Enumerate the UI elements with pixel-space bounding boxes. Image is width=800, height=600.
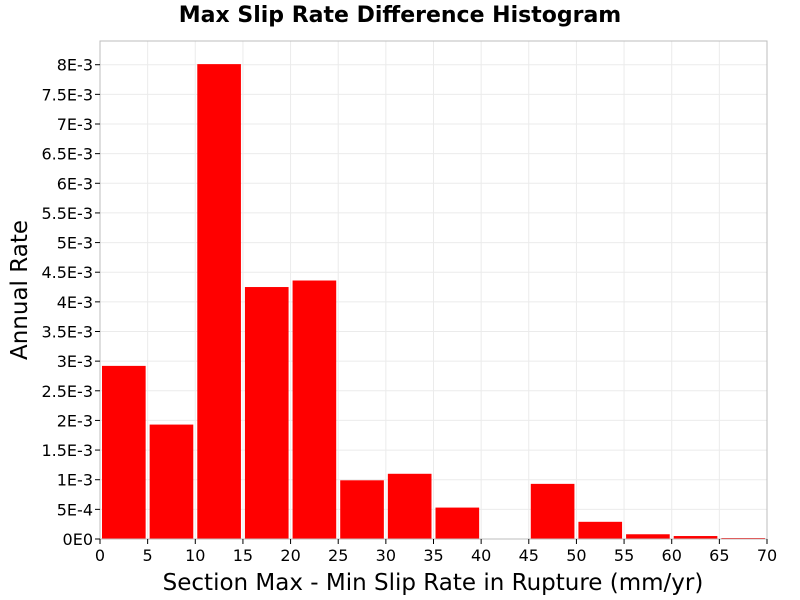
y-tick-label: 7.5E-3 [41, 85, 93, 104]
x-tick-label: 25 [328, 546, 348, 565]
bars [102, 64, 765, 539]
bar-30-35 [387, 473, 432, 539]
y-tick-label: 1.5E-3 [41, 441, 93, 460]
bar-25-30 [340, 480, 384, 539]
x-tick-label: 70 [757, 546, 777, 565]
bar-60-65 [673, 536, 718, 539]
x-axis-ticks: 0 5 10 15 20 25 30 35 40 45 50 55 60 65 70 [95, 539, 777, 565]
y-tick-label: 8E-3 [57, 56, 93, 75]
chart-title: Max Slip Rate Difference Histogram [179, 3, 621, 28]
bar-50-55 [578, 521, 623, 539]
y-tick-label: 0E0 [63, 530, 93, 549]
bar-10-15 [197, 64, 241, 539]
x-tick-label: 40 [471, 546, 491, 565]
x-tick-label: 0 [95, 546, 105, 565]
x-tick-label: 20 [280, 546, 300, 565]
y-axis-label: Annual Rate [7, 220, 33, 360]
y-tick-label: 2.5E-3 [41, 382, 93, 401]
y-tick-label: 1E-3 [57, 471, 93, 490]
x-tick-label: 65 [709, 546, 729, 565]
bar-35-40 [435, 507, 480, 539]
y-tick-label: 5E-4 [57, 500, 93, 519]
x-tick-label: 30 [376, 546, 396, 565]
bar-5-10 [149, 424, 194, 539]
y-tick-label: 5.5E-3 [41, 204, 93, 223]
y-tick-label: 3E-3 [57, 352, 93, 371]
y-tick-label: 5E-3 [57, 234, 93, 253]
bar-45-50 [530, 483, 575, 539]
bar-15-20 [244, 287, 289, 539]
grid-lines [99, 41, 768, 540]
x-tick-label: 50 [566, 546, 586, 565]
y-tick-label: 3.5E-3 [41, 323, 93, 342]
y-tick-label: 6E-3 [57, 174, 93, 193]
x-tick-label: 35 [423, 546, 443, 565]
x-tick-label: 15 [233, 546, 253, 565]
y-axis-ticks: 0E0 5E-4 1E-3 1.5E-3 2E-3 2.5E-3 3E-3 3.5E-3 4E-… [41, 56, 100, 549]
y-tick-label: 2E-3 [57, 411, 93, 430]
x-tick-label: 55 [614, 546, 634, 565]
x-tick-label: 5 [143, 546, 153, 565]
y-tick-label: 7E-3 [57, 115, 93, 134]
y-tick-label: 4.5E-3 [41, 263, 93, 282]
bar-0-5 [102, 365, 146, 539]
y-tick-label: 4E-3 [57, 293, 93, 312]
x-tick-label: 45 [519, 546, 539, 565]
x-tick-label: 60 [662, 546, 682, 565]
x-tick-label: 10 [185, 546, 205, 565]
bar-20-25 [292, 280, 337, 539]
bar-55-60 [626, 534, 670, 539]
x-axis-label: Section Max - Min Slip Rate in Rupture (… [163, 570, 704, 596]
y-tick-label: 6.5E-3 [41, 145, 93, 164]
